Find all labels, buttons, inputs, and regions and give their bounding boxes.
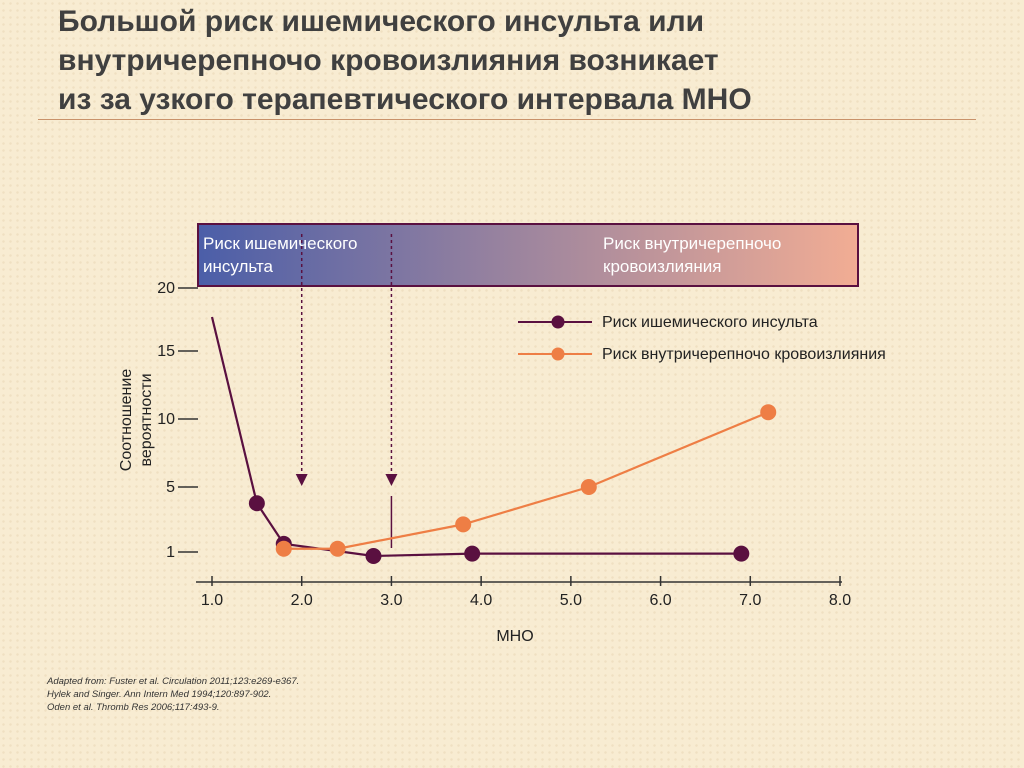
series-0-point-3: [464, 545, 481, 562]
source-line-3: Oden et al. Thromb Res 2006;117:493-9.: [47, 702, 220, 713]
y-tick-label-1: 1: [166, 544, 175, 561]
banner-right-line1: Риск внутричерепночо: [603, 234, 781, 253]
x-tick-label-5.0: 5.0: [560, 592, 582, 609]
slide-title: Большой риск ишемического инсульта или в…: [58, 2, 998, 119]
source-citations: Adapted from: Fuster et al. Circulation …: [47, 675, 299, 714]
series-1-point-1: [329, 540, 346, 557]
legend-marker-ischemic: [551, 315, 565, 329]
y-tick-label-20: 20: [157, 280, 175, 297]
series-1-point-3: [580, 479, 597, 495]
y-axis-label-line1: Соотношение: [118, 369, 135, 472]
banner-left-line1: Риск ишемического: [203, 234, 357, 253]
legend-label-hemorrhage: Риск внутричерепночо кровоизлияния: [602, 346, 886, 363]
x-tick-label-6.0: 6.0: [649, 592, 671, 609]
series-0-point-4: [733, 545, 750, 562]
x-tick-label-4.0: 4.0: [470, 592, 492, 609]
source-line-1: Adapted from: Fuster et al. Circulation …: [47, 676, 300, 687]
series-1-point-0: [275, 540, 292, 557]
title-line-2: внутричерепночо кровоизлияния возникает: [58, 44, 719, 77]
legend-label-ischemic: Риск ишемического инсульта: [602, 314, 818, 331]
title-line-1: Большой риск ишемического инсульта или: [58, 5, 705, 38]
series-0-point-2: [365, 548, 382, 564]
y-tick-label-15: 15: [157, 343, 175, 360]
x-tick-label-8.0: 8.0: [829, 592, 851, 609]
y-axis-label-line2: вероятности: [138, 373, 155, 466]
banner-right-line2: кровоизлияния: [603, 257, 721, 276]
series-0-point-0: [248, 495, 265, 512]
y-tick-label-10: 10: [157, 411, 175, 428]
banner-left-line2: инсульта: [203, 257, 274, 276]
series-1-point-4: [760, 404, 777, 421]
series-1-point-2: [455, 516, 472, 533]
x-tick-label-2.0: 2.0: [291, 592, 313, 609]
x-tick-label-3.0: 3.0: [380, 592, 402, 609]
y-tick-label-5: 5: [166, 479, 175, 496]
title-line-3: из за узкого терапевтического интервала …: [58, 83, 752, 116]
legend-marker-hemorrhage: [551, 347, 565, 361]
title-divider: [38, 119, 976, 120]
risk-banner: [197, 223, 859, 287]
x-axis-label: МНО: [496, 628, 533, 645]
series-line-1: [283, 411, 769, 550]
series-line-0: [210, 316, 742, 558]
x-tick-label-7.0: 7.0: [739, 592, 761, 609]
source-line-2: Hylek and Singer. Ann Intern Med 1994;12…: [47, 689, 272, 700]
x-tick-label-1.0: 1.0: [201, 592, 223, 609]
